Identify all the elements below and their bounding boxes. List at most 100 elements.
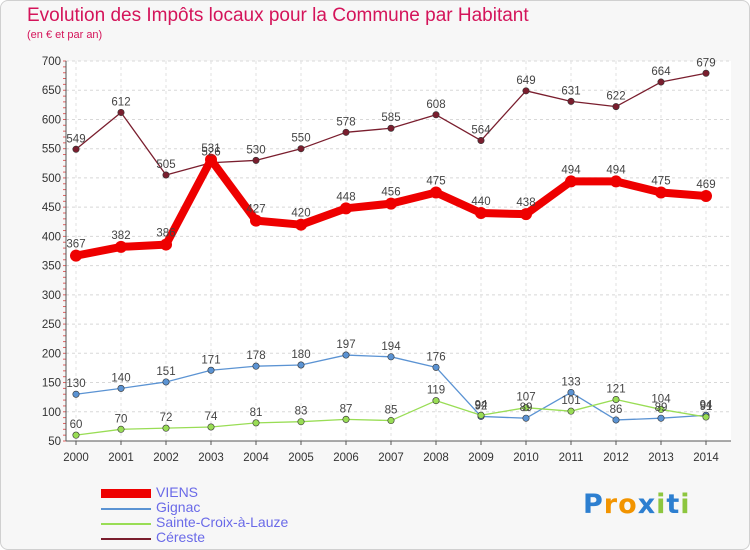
data-point <box>520 208 532 221</box>
data-point <box>387 124 395 132</box>
data-point <box>252 156 260 164</box>
data-label: 448 <box>336 191 355 203</box>
data-label: 81 <box>250 407 263 419</box>
x-tick-label: 2010 <box>513 452 539 464</box>
data-point <box>610 175 622 188</box>
data-label: 178 <box>246 350 265 362</box>
data-point <box>115 240 127 253</box>
legend-label: Gignac <box>156 499 201 515</box>
data-label: 631 <box>561 85 580 97</box>
data-label: 176 <box>426 351 445 363</box>
data-point <box>477 411 485 419</box>
y-tick-label: 300 <box>42 290 61 302</box>
data-point <box>70 249 82 262</box>
data-label: 526 <box>201 147 220 159</box>
data-point <box>387 417 395 425</box>
x-tick-label: 2011 <box>559 452 584 464</box>
x-tick-label: 2003 <box>198 452 224 464</box>
data-point <box>72 390 80 398</box>
data-point <box>117 384 125 392</box>
data-label: 494 <box>561 164 581 176</box>
logo-letter: P <box>583 489 604 520</box>
y-tick-label: 200 <box>42 348 61 360</box>
data-label: 367 <box>66 239 85 251</box>
x-tick-label: 2005 <box>288 452 314 464</box>
x-tick-label: 2000 <box>63 452 89 464</box>
x-tick-label: 2002 <box>153 452 179 464</box>
data-label: 86 <box>610 404 623 416</box>
x-tick-label: 2014 <box>693 452 719 464</box>
data-label: 622 <box>606 91 625 103</box>
x-tick-label: 2013 <box>648 452 674 464</box>
data-label: 130 <box>66 378 85 390</box>
data-point <box>522 87 530 95</box>
data-point <box>522 404 530 412</box>
data-point <box>297 145 305 153</box>
data-point <box>72 431 80 439</box>
data-label: 83 <box>295 406 308 418</box>
data-point <box>657 78 665 86</box>
data-point <box>297 361 305 369</box>
data-label: 107 <box>516 392 535 404</box>
data-label: 440 <box>471 196 490 208</box>
data-point <box>567 388 575 396</box>
data-label: 427 <box>246 204 265 216</box>
data-label: 679 <box>696 57 715 69</box>
data-label: 74 <box>205 411 218 423</box>
data-label: 104 <box>651 393 671 405</box>
x-tick-label: 2004 <box>243 452 269 464</box>
data-point <box>340 202 352 215</box>
data-point <box>342 351 350 359</box>
data-point <box>432 363 440 371</box>
data-label: 549 <box>66 133 85 145</box>
x-tick-label: 2006 <box>333 452 359 464</box>
logo-letter: t <box>666 489 681 520</box>
logo-letter: i <box>656 489 667 520</box>
data-point <box>252 419 260 427</box>
legend-swatch <box>101 508 151 510</box>
data-point <box>567 407 575 415</box>
data-point <box>297 418 305 426</box>
logo-letter: o <box>618 489 638 520</box>
data-label: 382 <box>111 230 130 242</box>
data-point <box>387 353 395 361</box>
data-point <box>477 137 485 145</box>
data-label: 94 <box>700 399 713 411</box>
data-label: 121 <box>606 383 625 395</box>
data-point <box>162 424 170 432</box>
data-label: 140 <box>111 372 130 384</box>
y-tick-label: 500 <box>42 173 61 185</box>
data-label: 171 <box>201 354 220 366</box>
y-tick-label: 150 <box>42 378 61 390</box>
data-label: 101 <box>561 395 580 407</box>
data-label: 151 <box>156 366 175 378</box>
data-point <box>522 414 530 422</box>
data-label: 420 <box>291 208 310 220</box>
x-tick-label: 2012 <box>603 452 629 464</box>
data-label: 564 <box>471 125 491 137</box>
data-point <box>72 145 80 153</box>
legend-label: Sainte-Croix-à-Lauze <box>156 514 289 530</box>
data-point <box>700 190 712 203</box>
data-point <box>432 111 440 119</box>
data-label: 72 <box>160 412 173 424</box>
chart-subtitle: (en € et par an) <box>27 29 103 41</box>
y-tick-label: 600 <box>42 114 61 126</box>
data-point <box>342 128 350 136</box>
data-point <box>702 413 710 421</box>
data-label: 608 <box>426 99 445 111</box>
data-label: 180 <box>291 349 310 361</box>
data-point <box>207 366 215 374</box>
y-tick-label: 400 <box>42 231 61 243</box>
plot-area <box>66 61 731 441</box>
data-point <box>475 207 487 219</box>
data-point <box>612 103 620 111</box>
data-label: 578 <box>336 116 355 128</box>
data-label: 92 <box>475 400 488 412</box>
y-tick-label: 450 <box>42 202 61 214</box>
legend-swatch <box>101 523 151 525</box>
data-point <box>162 171 170 179</box>
data-point <box>430 186 442 199</box>
